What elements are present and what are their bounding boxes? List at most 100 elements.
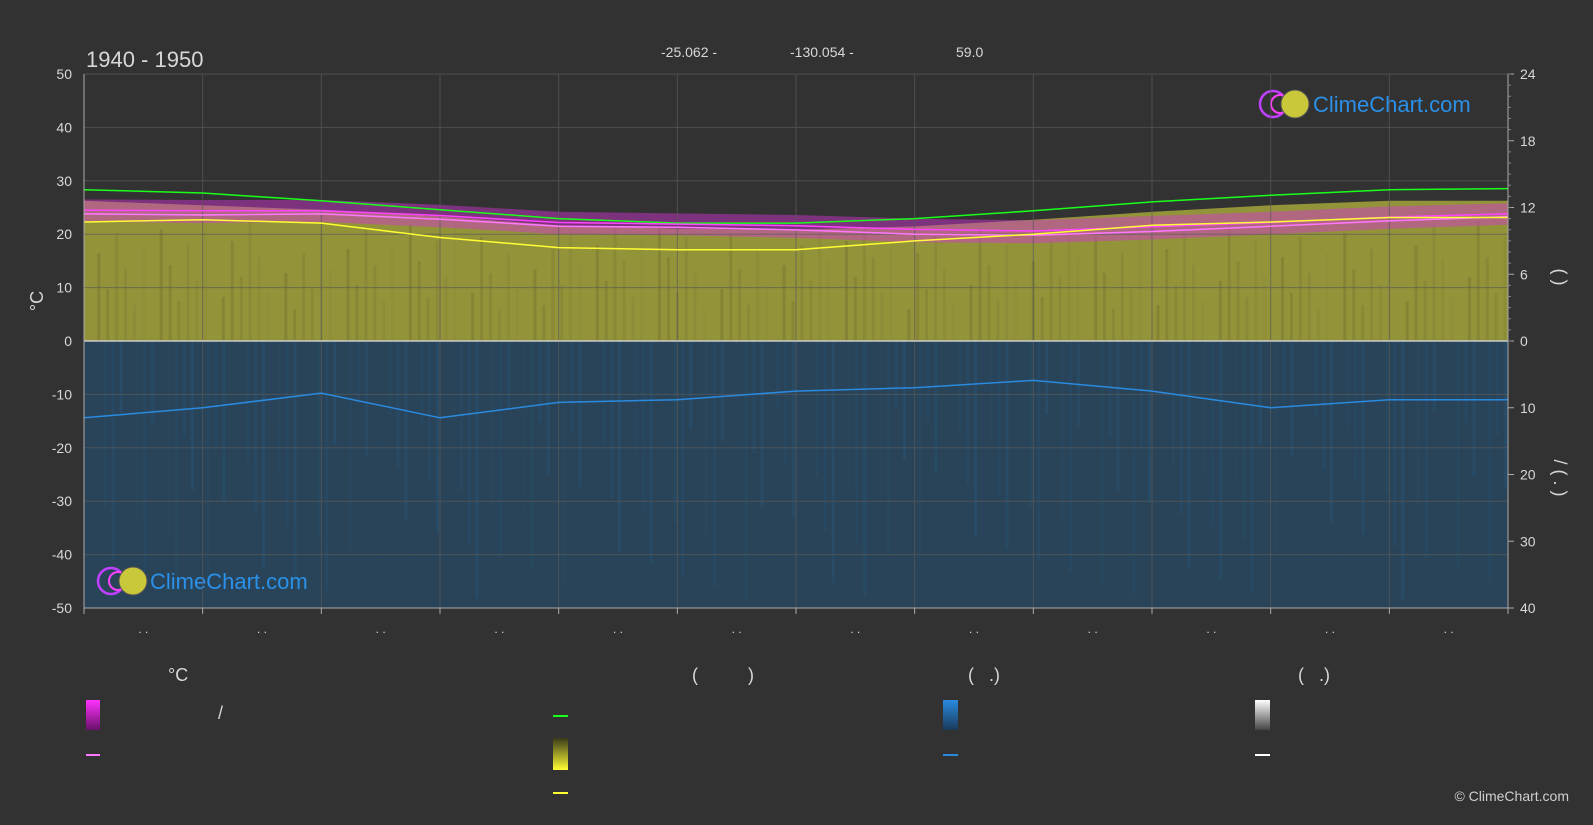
precip-texture-bar — [364, 341, 368, 456]
precip-texture-bar — [404, 341, 408, 521]
sunshine-texture-bar — [747, 305, 750, 341]
precip-texture-bar — [847, 341, 851, 489]
legend-snow-title: ( .) — [1298, 665, 1330, 685]
precip-texture-bar — [1140, 341, 1144, 450]
sunshine-texture-bar — [97, 253, 101, 341]
sunshine-texture-bar — [1227, 225, 1231, 341]
sunshine-texture-bar — [569, 229, 572, 341]
sunshine-texture-bar — [293, 309, 297, 341]
precip-texture-bar — [1504, 341, 1507, 488]
logo-sun-icon — [118, 566, 148, 596]
precip-texture-bar — [1187, 341, 1191, 568]
sunshine-texture-bar — [195, 281, 198, 341]
sunshine-texture-bar — [1326, 253, 1329, 341]
precip-texture-bar — [1496, 341, 1500, 435]
precip-texture-bar — [1472, 341, 1476, 476]
left-tick-label: -30 — [52, 493, 72, 509]
x-tick-label: . . — [138, 622, 148, 636]
precip-texture-bar — [143, 341, 147, 572]
sunshine-texture-bar — [284, 273, 288, 341]
sunshine-texture-bar — [1343, 233, 1347, 341]
sunshine-texture-bar — [871, 257, 875, 341]
precip-texture-bar — [285, 341, 289, 526]
precip-texture-bar — [1211, 341, 1215, 527]
precip-texture-bar — [618, 341, 621, 552]
precip-texture-bar — [712, 341, 716, 588]
sunshine-texture-bar — [1370, 249, 1373, 341]
precip-texture-bar — [380, 341, 384, 562]
brand-logo-top[interactable]: ClimeChart.com — [1258, 89, 1471, 119]
precip-texture-bar — [341, 341, 344, 497]
sunshine-texture-bar — [622, 261, 626, 341]
precip-texture-bar — [254, 341, 258, 514]
precip-texture-bar — [238, 341, 242, 408]
precip-texture-bar — [325, 341, 329, 591]
right-sun-tick-label: 6 — [1520, 266, 1528, 282]
precip-texture-bar — [815, 341, 819, 477]
precip-texture-bar — [293, 341, 297, 579]
brand-name-bottom: ClimeChart.com — [150, 569, 308, 594]
precip-texture-bar — [555, 341, 558, 528]
precip-texture-bar — [1116, 341, 1120, 491]
right-sun-tick-label: 24 — [1520, 66, 1536, 82]
brand-logo-bottom[interactable]: ClimeChart.com — [96, 566, 308, 596]
precip-texture-bar — [436, 341, 439, 533]
precip-texture-bar — [111, 341, 115, 560]
sunshine-texture-bar — [925, 289, 928, 341]
right-precip-tick-label: 20 — [1520, 467, 1536, 483]
sunshine-texture-bar — [1103, 273, 1106, 341]
sunshine-texture-bar — [604, 281, 608, 341]
precip-texture-bar — [665, 341, 669, 470]
sunshine-texture-bar — [230, 241, 234, 341]
sunshine-texture-bar — [542, 305, 546, 341]
precip-texture-bar — [1029, 341, 1033, 508]
precip-texture-bar — [459, 341, 463, 492]
precip-texture-bar — [1322, 341, 1326, 469]
x-tick-label: . . — [1444, 622, 1454, 636]
precip-texture-bar — [911, 341, 914, 513]
sunshine-texture-bar — [1317, 309, 1320, 341]
sunshine-texture-bar — [916, 253, 920, 341]
sunshine-texture-bar — [106, 289, 110, 341]
sunshine-texture-bar — [1361, 305, 1365, 341]
precip-texture-bar — [578, 341, 582, 487]
sunshine-texture-bar — [853, 277, 857, 341]
precip-texture-bar — [752, 341, 756, 453]
sunshine-texture-bar — [827, 261, 830, 341]
sunshine-texture-bar — [142, 249, 145, 341]
precip-texture-bar — [356, 341, 360, 403]
sunshine-texture-bar — [640, 241, 643, 341]
precip-texture-bar — [720, 341, 724, 441]
sunshine-texture-bar — [1058, 277, 1062, 341]
precip-texture-bar — [175, 341, 178, 584]
sunshine-texture-bar — [765, 285, 768, 341]
precip-texture-bar — [151, 341, 155, 425]
precip-texture-bar — [831, 341, 835, 583]
sunshine-texture-bar — [221, 297, 225, 341]
precip-texture-bar — [388, 341, 392, 415]
sunshine-texture-bar — [1441, 261, 1444, 341]
sunshine-texture-bar — [507, 253, 510, 341]
precip-texture-bar — [1267, 341, 1270, 498]
sunshine-texture-bar — [1049, 241, 1053, 341]
x-tick-label: . . — [1206, 622, 1216, 636]
left-tick-label: -20 — [52, 440, 72, 456]
sunshine-texture-bar — [738, 269, 742, 341]
sunshine-texture-bar — [1183, 229, 1187, 341]
precip-texture-bar — [128, 341, 131, 466]
sunshine-texture-bar — [1130, 289, 1133, 341]
legend-snow-swatch — [1255, 700, 1270, 730]
precip-texture-bar — [974, 341, 977, 537]
precip-texture-bar — [1163, 341, 1167, 409]
x-tick-label: . . — [850, 622, 860, 636]
sunshine-texture-bar — [435, 241, 439, 341]
precip-texture-bar — [412, 341, 415, 574]
precip-texture-bar — [1282, 341, 1286, 404]
precip-texture-bar — [681, 341, 685, 576]
sunshine-texture-bar — [907, 309, 911, 341]
sunshine-texture-bar — [694, 273, 697, 341]
sunshine-texture-bar — [1298, 237, 1302, 341]
sunshine-texture-bar — [845, 241, 848, 341]
precip-texture-bar — [1037, 341, 1041, 561]
precip-texture-bar — [475, 341, 479, 598]
